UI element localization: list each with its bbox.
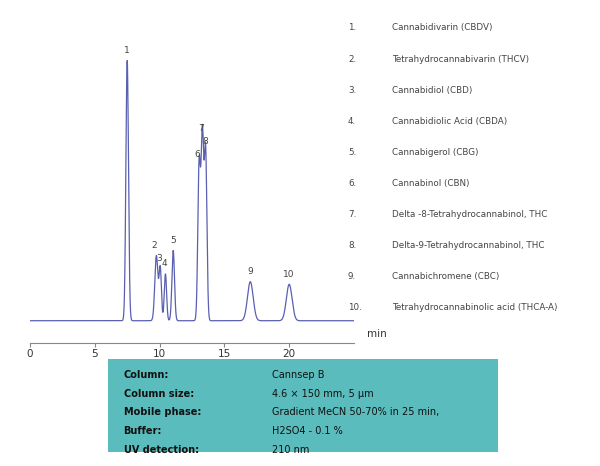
- Text: 1.: 1.: [348, 23, 356, 33]
- Text: 4.6 × 150 mm, 5 μm: 4.6 × 150 mm, 5 μm: [272, 389, 373, 398]
- Text: 8: 8: [202, 137, 208, 146]
- Text: Column:: Column:: [124, 370, 169, 380]
- Text: 4: 4: [162, 259, 167, 268]
- Text: H2SO4 - 0.1 %: H2SO4 - 0.1 %: [272, 426, 343, 436]
- Text: Cannabidiolic Acid (CBDA): Cannabidiolic Acid (CBDA): [392, 116, 508, 126]
- Text: Cannabichromene (CBC): Cannabichromene (CBC): [392, 272, 500, 281]
- Text: 9: 9: [247, 267, 253, 276]
- Text: Mobile phase:: Mobile phase:: [124, 407, 201, 417]
- Text: 6.: 6.: [348, 179, 356, 188]
- Text: Delta -8-Tetrahydrocannabinol, THC: Delta -8-Tetrahydrocannabinol, THC: [392, 210, 548, 219]
- Text: 3.: 3.: [348, 86, 356, 95]
- Text: Delta-9-Tetrahydrocannabinol, THC: Delta-9-Tetrahydrocannabinol, THC: [392, 241, 545, 250]
- Text: Buffer:: Buffer:: [124, 426, 162, 436]
- Text: 9.: 9.: [348, 272, 356, 281]
- Text: 3: 3: [157, 254, 162, 263]
- Text: 8.: 8.: [348, 241, 356, 250]
- Text: 6: 6: [194, 150, 200, 159]
- Text: 5.: 5.: [348, 148, 356, 157]
- Text: 2: 2: [152, 241, 157, 250]
- Text: 1: 1: [124, 46, 130, 55]
- Text: Cannabigerol (CBG): Cannabigerol (CBG): [392, 148, 479, 157]
- Text: 2.: 2.: [348, 55, 356, 63]
- Text: 7.: 7.: [348, 210, 356, 219]
- Text: 5: 5: [170, 236, 176, 245]
- Text: 4.: 4.: [348, 116, 356, 126]
- Text: Cannabidivarin (CBDV): Cannabidivarin (CBDV): [392, 23, 493, 33]
- Text: Tetrahydrocannabivarin (THCV): Tetrahydrocannabivarin (THCV): [392, 55, 529, 63]
- Text: Gradient MeCN 50-70% in 25 min,: Gradient MeCN 50-70% in 25 min,: [272, 407, 439, 417]
- Text: Cannsep B: Cannsep B: [272, 370, 325, 380]
- Text: 10.: 10.: [348, 303, 362, 312]
- Text: 7: 7: [199, 124, 204, 133]
- FancyBboxPatch shape: [108, 359, 498, 452]
- Text: Cannabinol (CBN): Cannabinol (CBN): [392, 179, 470, 188]
- Text: Cannabidiol (CBD): Cannabidiol (CBD): [392, 86, 473, 95]
- Text: UV detection:: UV detection:: [124, 445, 199, 454]
- Text: Column size:: Column size:: [124, 389, 194, 398]
- Text: Tetrahydrocannabinolic acid (THCA-A): Tetrahydrocannabinolic acid (THCA-A): [392, 303, 558, 312]
- Text: min: min: [367, 329, 387, 339]
- Text: 210 nm: 210 nm: [272, 445, 309, 454]
- Text: 10: 10: [283, 269, 295, 279]
